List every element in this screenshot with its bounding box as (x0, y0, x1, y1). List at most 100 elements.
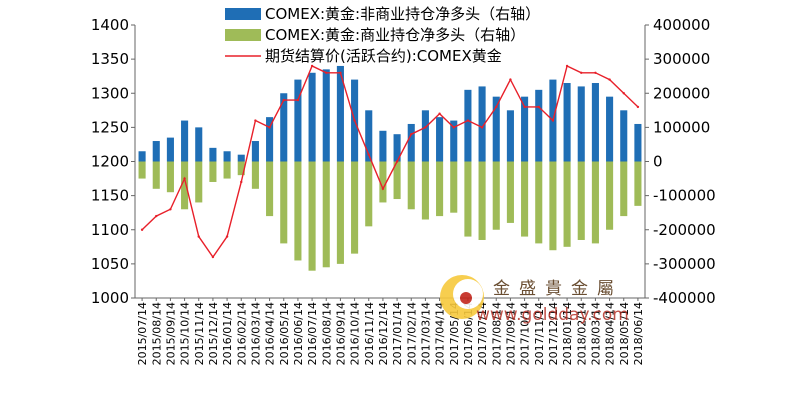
bar-layer (138, 65, 642, 271)
right-tick-label: -400000 (653, 289, 716, 307)
bar (266, 117, 274, 162)
x-tick-label: 2017/10/14 (519, 302, 532, 365)
bar (478, 161, 486, 240)
x-tick-label: 2017/03/14 (419, 302, 432, 365)
x-tick-label: 2015/08/14 (150, 302, 163, 365)
price-point (594, 71, 597, 74)
bar (237, 161, 245, 176)
bar (436, 117, 444, 162)
bar (421, 161, 429, 220)
price-point (622, 92, 625, 95)
x-tick-label: 2017/02/14 (405, 302, 418, 365)
legend-label: COMEX:黄金:商业持仓净多头（右轴） (265, 26, 525, 44)
price-point (495, 105, 498, 109)
price-point (140, 228, 144, 231)
x-tick-label: 2017/01/14 (391, 302, 404, 365)
price-point (240, 180, 243, 184)
price-point (296, 98, 300, 102)
price-point (580, 71, 583, 74)
bar (195, 161, 203, 203)
left-tick-label: 1400 (91, 16, 129, 34)
bar (138, 151, 146, 162)
bar (280, 161, 288, 244)
x-tick-label: 2015/12/14 (207, 302, 220, 365)
bar (606, 96, 614, 162)
bar (294, 161, 302, 261)
x-tick-label: 2017/08/14 (490, 302, 503, 365)
price-point (381, 187, 385, 190)
x-tick-label: 2016/05/14 (278, 302, 291, 365)
bar (209, 161, 217, 182)
price-point (452, 126, 455, 129)
bar (421, 110, 429, 162)
x-tick-label: 2017/11/14 (533, 302, 546, 365)
x-tick-label: 2016/08/14 (320, 302, 333, 365)
left-tick-label: 1200 (91, 153, 129, 171)
bar (464, 161, 472, 237)
x-tick-label: 2016/12/14 (377, 302, 390, 365)
bar (620, 161, 628, 217)
price-point (339, 71, 342, 74)
bar (280, 93, 288, 162)
bar (563, 83, 571, 162)
price-point (551, 119, 555, 122)
bar (336, 65, 344, 162)
x-tick-label: 2015/11/14 (193, 302, 206, 365)
bar (166, 161, 174, 193)
bar (577, 161, 585, 240)
legend-label: COMEX:黄金:非商业持仓净多头（右轴） (265, 5, 540, 23)
bar (535, 89, 543, 162)
x-tick-label: 2017/09/14 (504, 302, 517, 365)
left-tick-label: 1250 (91, 118, 129, 136)
x-tick-label: 2018/02/14 (575, 302, 588, 365)
bar (407, 161, 415, 210)
watermark-name: 金盛貴金屬 (493, 279, 623, 299)
bar (209, 147, 217, 162)
bar (577, 86, 585, 162)
bar (606, 161, 614, 230)
bar (563, 161, 571, 247)
x-tick-label: 2016/10/14 (349, 302, 362, 365)
bar (492, 96, 500, 162)
bar (152, 161, 160, 189)
bar (181, 120, 189, 162)
bar (393, 161, 401, 200)
price-point (424, 126, 427, 129)
x-tick-label: 2016/02/14 (235, 302, 248, 365)
price-line (141, 64, 639, 259)
price-point (169, 208, 172, 211)
bar (266, 161, 274, 217)
price-point (523, 105, 526, 109)
bar (138, 161, 146, 179)
bar (223, 161, 231, 179)
right-tick-label: 100000 (653, 118, 710, 136)
price-point (565, 64, 569, 68)
right-tick-label: -100000 (653, 187, 716, 205)
price-point (395, 160, 399, 163)
bar (322, 161, 330, 268)
legend-swatch (225, 8, 261, 20)
bar (322, 69, 330, 162)
legend: COMEX:黄金:非商业持仓净多头（右轴） COMEX:黄金:商业持仓净多头（右轴… (225, 5, 540, 65)
right-tick-label: 300000 (653, 50, 710, 68)
x-tick-label: 2018/03/14 (589, 302, 602, 365)
bar (450, 120, 458, 162)
price-point (155, 214, 158, 218)
x-tick-label: 2018/05/14 (618, 302, 631, 365)
right-tick-label: 400000 (653, 16, 710, 34)
x-tick-label: 2017/07/14 (476, 302, 489, 365)
bar (407, 123, 415, 162)
right-tick-label: -200000 (653, 221, 716, 239)
x-tick-label: 2016/03/14 (249, 302, 262, 365)
bar (549, 161, 557, 251)
price-point (310, 64, 314, 68)
price-point (537, 105, 540, 109)
price-point (480, 126, 484, 129)
price-point (410, 133, 413, 136)
bar (251, 161, 259, 189)
line-layer (140, 64, 640, 259)
x-tick-label: 2018/06/14 (632, 302, 645, 365)
right-tick-label: 200000 (653, 84, 710, 102)
x-tick-label: 2017/12/14 (547, 302, 560, 365)
price-point (325, 71, 328, 74)
